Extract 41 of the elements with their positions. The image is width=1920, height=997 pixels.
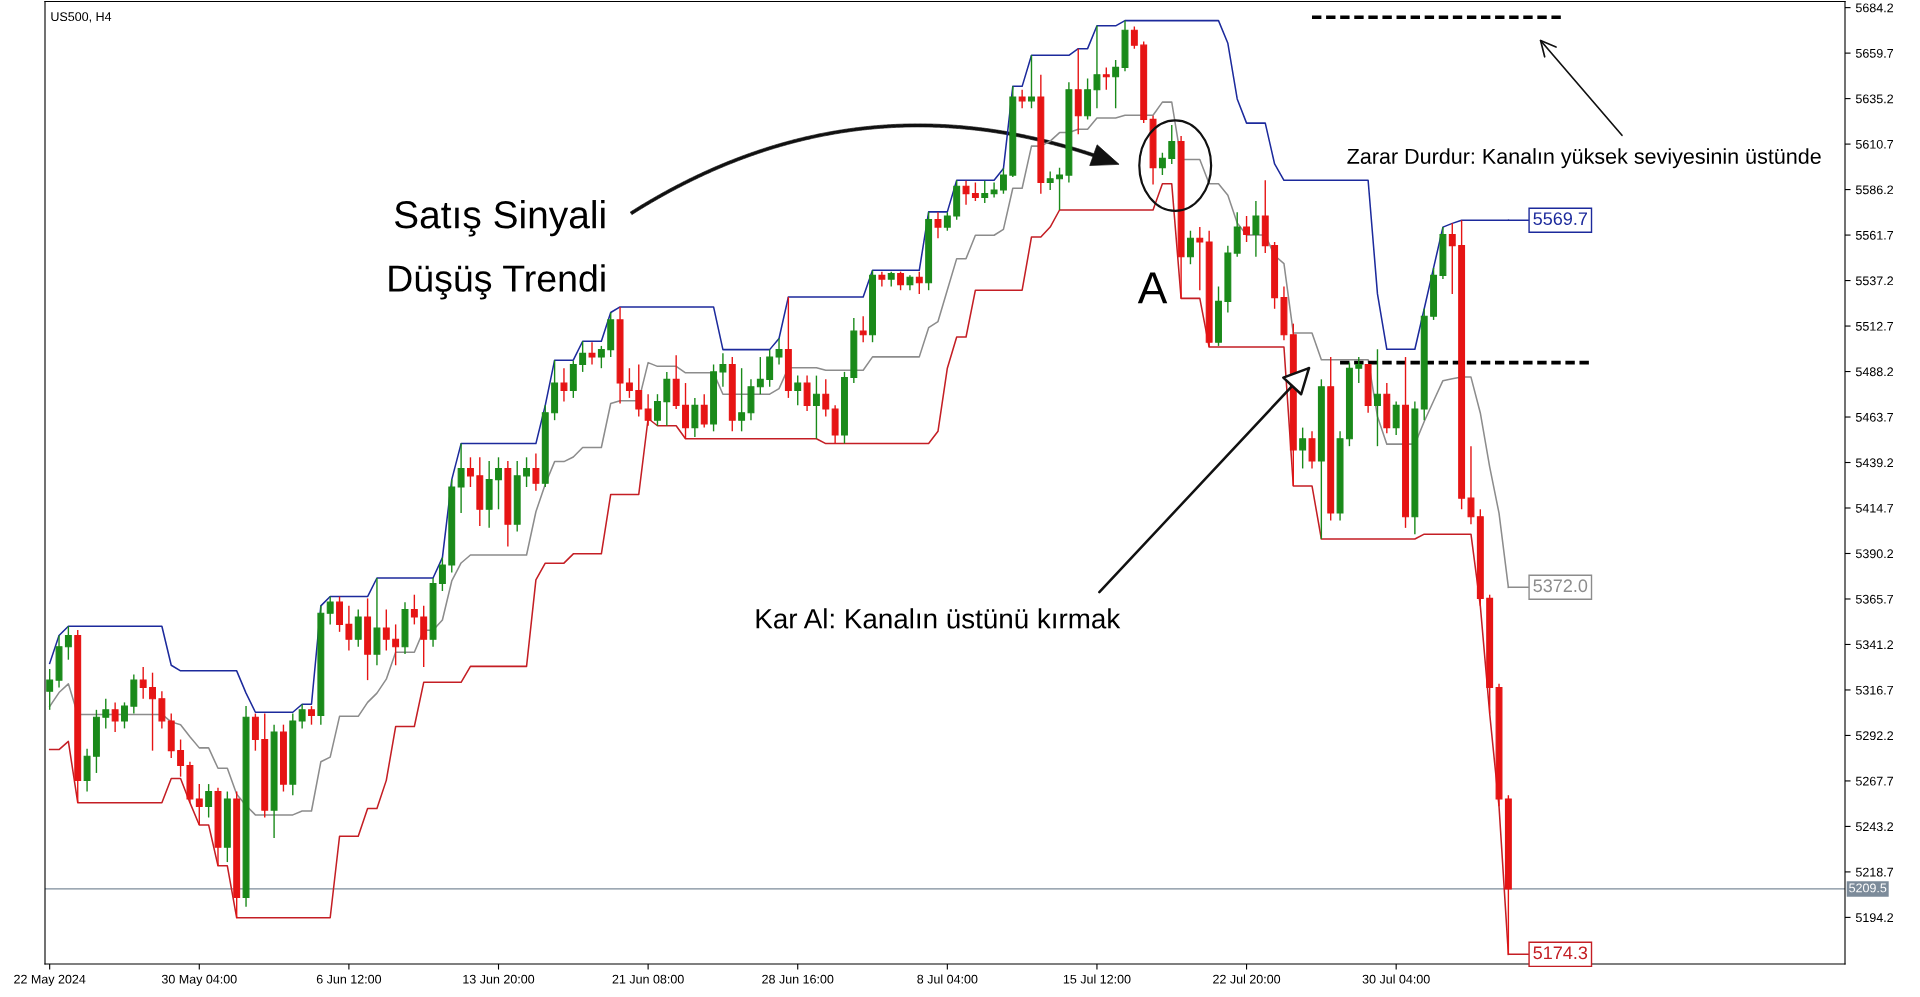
y-tick-label: 5365.7 bbox=[1855, 594, 1894, 604]
data-label: 5372.0 bbox=[1533, 579, 1588, 593]
x-tick-label: 28 Jun 16:00 bbox=[762, 974, 834, 984]
y-tick-label: 5659.7 bbox=[1855, 48, 1894, 58]
y-tick-label: 5537.2 bbox=[1855, 276, 1894, 286]
x-tick-label: 30 May 04:00 bbox=[161, 974, 237, 987]
x-tick-label: 21 Jun 08:00 bbox=[612, 974, 684, 984]
y-tick-label: 5439.2 bbox=[1855, 458, 1894, 468]
data-label: 5174.3 bbox=[1533, 946, 1588, 960]
y-tick-label: 5512.7 bbox=[1855, 321, 1894, 331]
y-tick-label: 5684.2 bbox=[1855, 3, 1894, 13]
x-tick-label: 30 Jul 04:00 bbox=[1362, 974, 1430, 984]
y-tick-label: 5414.7 bbox=[1855, 503, 1894, 513]
y-tick-label: 5610.7 bbox=[1855, 139, 1894, 149]
y-tick-label: 5316.7 bbox=[1855, 685, 1894, 695]
y-tick-label: 5586.2 bbox=[1855, 185, 1894, 195]
y-tick-label: 5561.7 bbox=[1855, 230, 1894, 240]
x-tick-label: 6 Jun 12:00 bbox=[316, 974, 382, 984]
y-tick-label: 5267.7 bbox=[1855, 776, 1894, 786]
y-tick-label: 5341.2 bbox=[1855, 640, 1894, 650]
y-tick-label: 5390.2 bbox=[1855, 549, 1894, 559]
annotation: Zarar Durdur: Kanalın yüksek seviyesinin üstünde bbox=[1347, 148, 1821, 169]
y-tick-label: 5194.2 bbox=[1855, 913, 1894, 923]
y-tick-label: 5243.2 bbox=[1855, 822, 1894, 832]
y-tick-label: 5292.2 bbox=[1855, 731, 1894, 741]
annotation: Düşüş Trendi bbox=[389, 264, 605, 300]
annotation: Kar Al: Kanalın üstünü kırmak bbox=[756, 608, 1121, 629]
ref-line-label: 5209.5 bbox=[1849, 883, 1887, 893]
x-tick-label: 22 May 2024 bbox=[14, 974, 86, 987]
y-tick-label: 5218.7 bbox=[1855, 867, 1894, 877]
x-tick-label: 15 Jul 12:00 bbox=[1063, 974, 1131, 984]
x-tick-label: 13 Jun 20:00 bbox=[463, 974, 535, 984]
text: US500, H4 bbox=[51, 12, 112, 23]
y-tick-label: 5488.2 bbox=[1855, 367, 1894, 377]
y-tick-label: 5463.7 bbox=[1855, 412, 1894, 422]
annotation: Satış Sinyali bbox=[394, 200, 605, 237]
x-tick-label: 8 Jul 04:00 bbox=[917, 974, 978, 984]
x-tick-label: 22 Jul 20:00 bbox=[1213, 974, 1281, 984]
y-tick-label: 5635.2 bbox=[1855, 94, 1894, 104]
annotation: A bbox=[1137, 272, 1168, 304]
data-label: 5569.7 bbox=[1533, 212, 1588, 226]
